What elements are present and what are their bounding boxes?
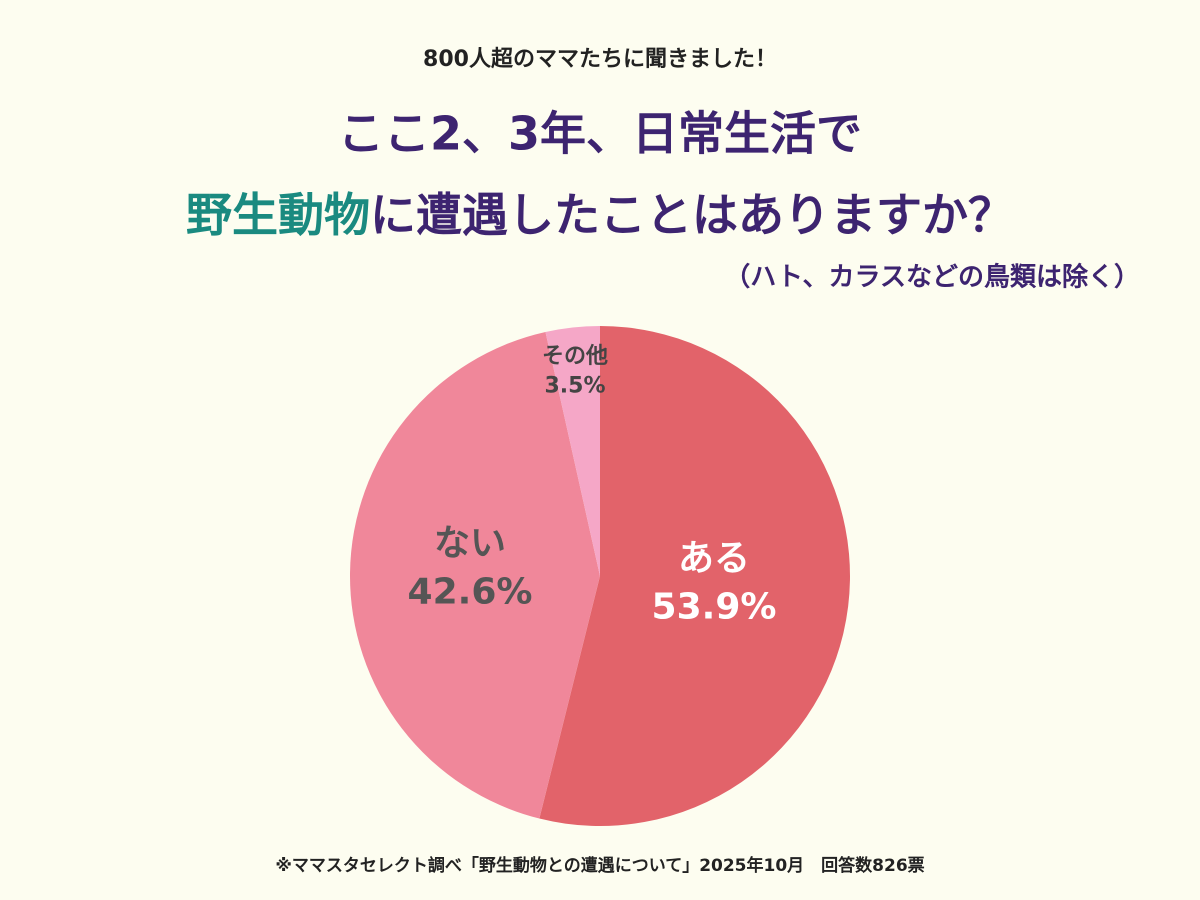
slice-label: その他 (542, 344, 608, 369)
slice-value-label: 3.5% (544, 374, 605, 399)
source-note: ※ママスタセレクト調べ「野生動物との遭遇について」2025年10月 回答数826… (275, 855, 924, 876)
pie-slice (539, 326, 850, 827)
title-highlight: 野生動物 (186, 188, 370, 242)
title-text: に遭遇したことはありますか？ (370, 188, 1014, 242)
chart-title: 野生動物に遭遇したことはありますか？ (186, 188, 1014, 242)
chart-subtitle: 800人超のママたちに聞きました！ (423, 47, 777, 72)
slice-value-label: 53.9% (652, 587, 777, 628)
pie: ある 53.9% ない 42.6% その他 3.5% (350, 326, 850, 827)
chart-title: ここ2、3年、日常生活で (338, 107, 862, 161)
slice-label: ない (434, 523, 506, 564)
slice-value-label: 42.6% (408, 572, 533, 613)
pie-slice (545, 326, 600, 576)
pie-slice (350, 332, 600, 819)
slice-label: ある (678, 538, 750, 579)
title-note: （ハト、カラスなどの鳥類は除く） (724, 262, 1140, 293)
